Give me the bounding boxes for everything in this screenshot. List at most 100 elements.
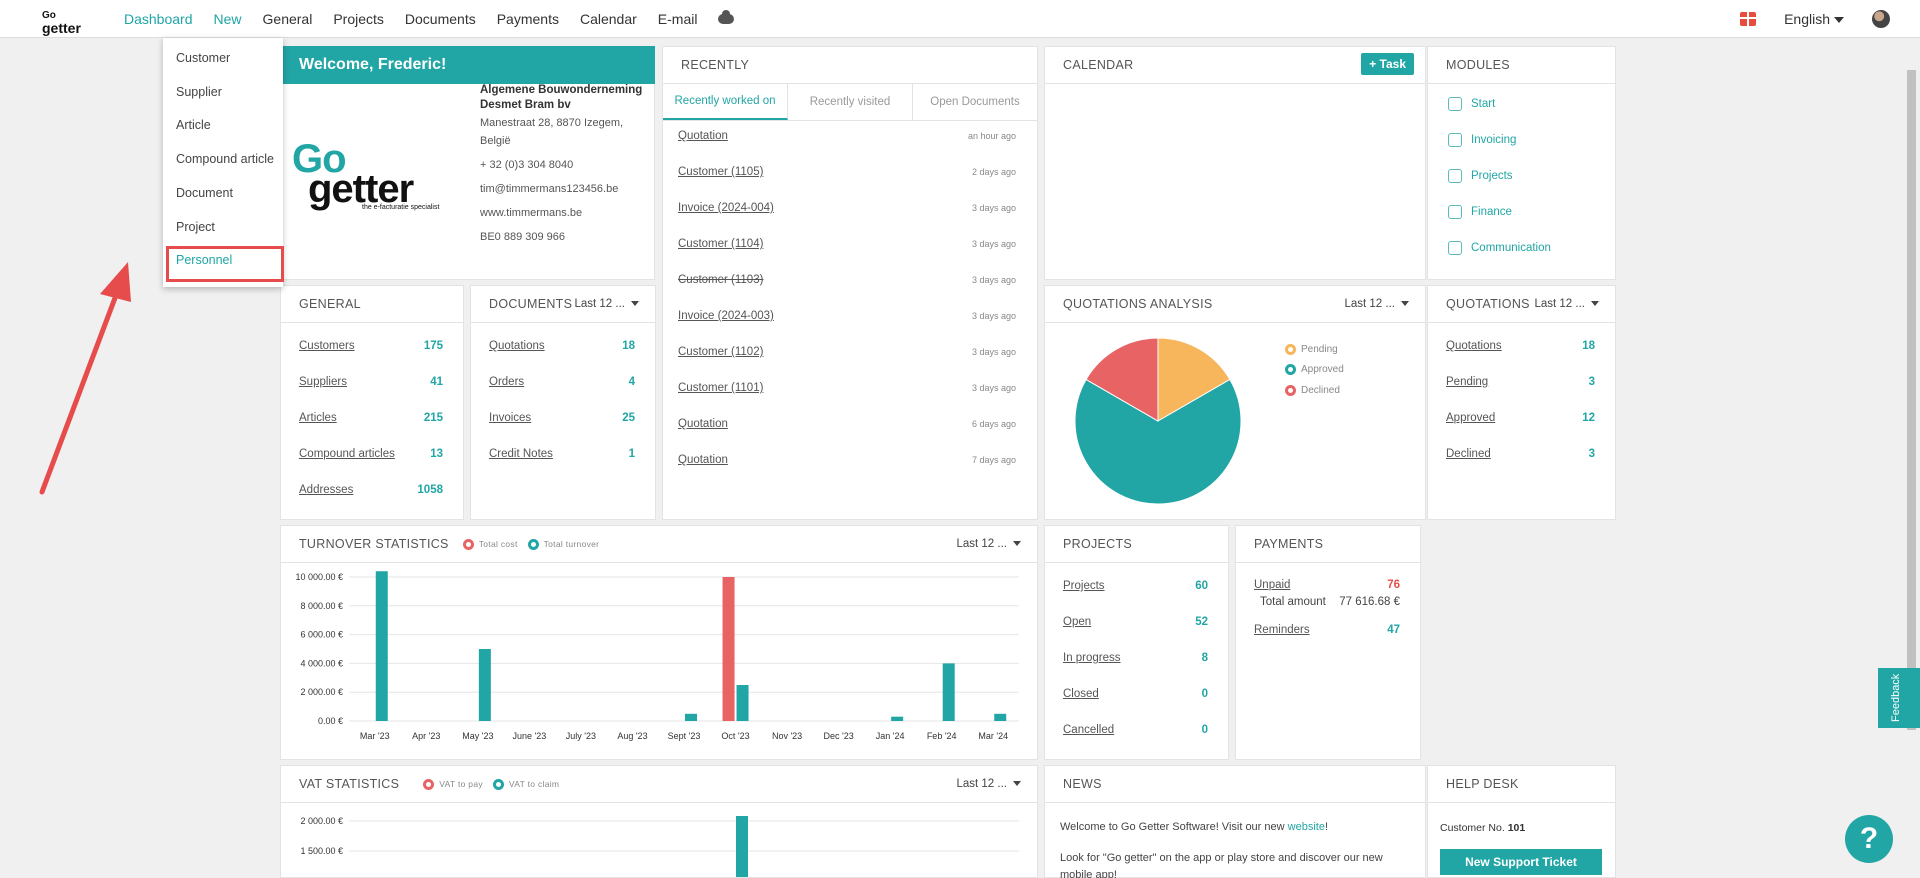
helpdesk-customer-label: Customer No. — [1440, 822, 1505, 834]
quotations-row-label[interactable]: Approved — [1446, 412, 1496, 424]
general-row-label[interactable]: Compound articles — [299, 448, 395, 460]
nav-new[interactable]: New — [213, 11, 242, 27]
feedback-tab[interactable]: Feedback — [1878, 668, 1920, 728]
nav-dashboard[interactable]: Dashboard — [124, 11, 193, 27]
legend-total-turnover[interactable]: Total turnover — [527, 538, 600, 550]
menu-item-document[interactable]: Document — [176, 186, 233, 200]
documents-row-value: 25 — [622, 412, 635, 424]
documents-row-label[interactable]: Quotations — [489, 340, 545, 352]
projects-row-label[interactable]: Projects — [1063, 580, 1105, 592]
bar-total-turnover[interactable] — [375, 571, 388, 721]
recent-item-link[interactable]: Quotation — [678, 418, 728, 430]
pie-slice-pending[interactable] — [1157, 337, 1231, 422]
quotations-row-label[interactable]: Pending — [1446, 376, 1489, 388]
recent-item-time: an hour ago — [967, 131, 1016, 141]
general-row-label[interactable]: Suppliers — [299, 376, 347, 388]
general-row-label[interactable]: Articles — [299, 412, 337, 424]
projects-row-label[interactable]: Cancelled — [1063, 724, 1115, 736]
bar-total-turnover[interactable] — [478, 649, 491, 721]
general-row-label[interactable]: Customers — [299, 340, 355, 352]
help-button[interactable]: ? — [1845, 815, 1893, 863]
documents-period-select[interactable]: Last 12 ... — [574, 298, 639, 310]
nav-email[interactable]: E-mail — [657, 11, 698, 27]
tab-recently-worked-on[interactable]: Recently worked on — [663, 84, 788, 120]
pie-slice-declined[interactable] — [1085, 337, 1159, 422]
x-tick-label: July '23 — [566, 731, 596, 741]
menu-item-project[interactable]: Project — [176, 220, 215, 234]
payments-unpaid-label[interactable]: Unpaid — [1254, 579, 1291, 591]
recent-item-link[interactable]: Customer (1105) — [678, 166, 764, 178]
quotations-row-label[interactable]: Declined — [1446, 448, 1491, 460]
projects-row-label[interactable]: In progress — [1063, 652, 1121, 664]
quotations-period-select[interactable]: Last 12 ... — [1534, 298, 1599, 310]
nav-calendar[interactable]: Calendar — [579, 11, 637, 27]
add-task-button[interactable]: + Task — [1361, 53, 1414, 75]
nav-projects[interactable]: Projects — [333, 11, 384, 27]
language-select[interactable]: English — [1784, 11, 1844, 27]
payments-title: PAYMENTS — [1254, 537, 1324, 551]
module-communication-label: Communication — [1471, 242, 1551, 254]
projects-row-label[interactable]: Open — [1063, 616, 1092, 628]
bar-vat-to-claim[interactable] — [736, 816, 748, 878]
module-projects[interactable]: Projects — [1448, 169, 1513, 183]
recent-item: Quotation 7 days ago — [678, 450, 1016, 470]
news-website-link[interactable]: website — [1287, 821, 1325, 833]
bar-total-cost[interactable] — [722, 577, 735, 721]
general-row-value: 175 — [423, 340, 443, 352]
legend-total-cost[interactable]: Total cost — [462, 538, 518, 550]
legend-total-turnover-label: Total turnover — [543, 539, 600, 549]
vat-period-select[interactable]: Last 12 ... — [956, 778, 1021, 790]
app-logo[interactable]: Go getter — [42, 7, 81, 35]
cloud-icon[interactable] — [718, 10, 735, 24]
scrollbar-thumb[interactable] — [1907, 70, 1916, 730]
nav-general[interactable]: General — [262, 11, 313, 27]
recent-item-link[interactable]: Customer (1103) — [678, 274, 764, 286]
bar-total-turnover[interactable] — [736, 685, 749, 721]
menu-item-personnel[interactable]: Personnel — [176, 253, 233, 267]
bar-total-turnover[interactable] — [942, 663, 955, 721]
documents-row-label[interactable]: Orders — [489, 376, 525, 388]
legend-vat-to-pay[interactable]: VAT to pay — [423, 778, 483, 790]
pie-slice-approved[interactable] — [1074, 378, 1242, 505]
recent-item-link[interactable]: Customer (1104) — [678, 238, 764, 250]
module-finance[interactable]: Finance — [1448, 205, 1512, 219]
module-start[interactable]: Start — [1448, 97, 1495, 111]
menu-item-compound-article[interactable]: Compound article — [176, 152, 274, 166]
projects-row-label[interactable]: Closed — [1063, 688, 1099, 700]
menu-item-article[interactable]: Article — [176, 118, 211, 132]
recent-item-link[interactable]: Quotation — [678, 454, 728, 466]
legend-vat-to-claim[interactable]: VAT to claim — [492, 778, 559, 790]
turnover-period-label: Last 12 ... — [956, 538, 1007, 550]
module-communication[interactable]: Communication — [1448, 241, 1551, 255]
user-avatar[interactable] — [1872, 10, 1890, 28]
recent-item-link[interactable]: Invoice (2024-003) — [678, 310, 774, 322]
menu-item-customer[interactable]: Customer — [176, 51, 231, 65]
gift-icon[interactable] — [1740, 12, 1757, 26]
payments-reminders-label[interactable]: Reminders — [1254, 624, 1310, 636]
quotations-row-label[interactable]: Quotations — [1446, 340, 1502, 352]
recent-item-link[interactable]: Quotation — [678, 130, 728, 142]
recent-item-link[interactable]: Invoice (2024-004) — [678, 202, 774, 214]
module-invoicing[interactable]: Invoicing — [1448, 133, 1516, 147]
nav-documents[interactable]: Documents — [404, 11, 476, 27]
helpdesk-panel: HELP DESK Customer No. 101 New Support T… — [1427, 765, 1616, 878]
nav-payments[interactable]: Payments — [496, 11, 559, 27]
turnover-period-select[interactable]: Last 12 ... — [956, 538, 1021, 550]
documents-row-label[interactable]: Credit Notes — [489, 448, 553, 460]
documents-row-value: 18 — [622, 340, 635, 352]
general-row-label[interactable]: Addresses — [299, 484, 354, 496]
bar-total-turnover[interactable] — [994, 713, 1007, 721]
bar-total-turnover[interactable] — [685, 713, 697, 721]
new-support-ticket-button[interactable]: New Support Ticket — [1440, 849, 1602, 875]
recent-item-link[interactable]: Customer (1101) — [678, 382, 764, 394]
payments-total-value: 77 616.68 € — [1339, 596, 1400, 608]
tab-open-documents[interactable]: Open Documents — [930, 96, 1020, 108]
page-scrollbar[interactable] — [1903, 38, 1920, 878]
general-row: Compound articles 13 — [299, 448, 443, 460]
tab-recently-visited[interactable]: Recently visited — [788, 84, 913, 120]
recent-item-link[interactable]: Customer (1102) — [678, 346, 764, 358]
documents-row-label[interactable]: Invoices — [489, 412, 532, 424]
quotations-analysis-period-select[interactable]: Last 12 ... — [1344, 298, 1409, 310]
bar-total-turnover[interactable] — [891, 716, 904, 721]
menu-item-supplier[interactable]: Supplier — [176, 85, 222, 99]
